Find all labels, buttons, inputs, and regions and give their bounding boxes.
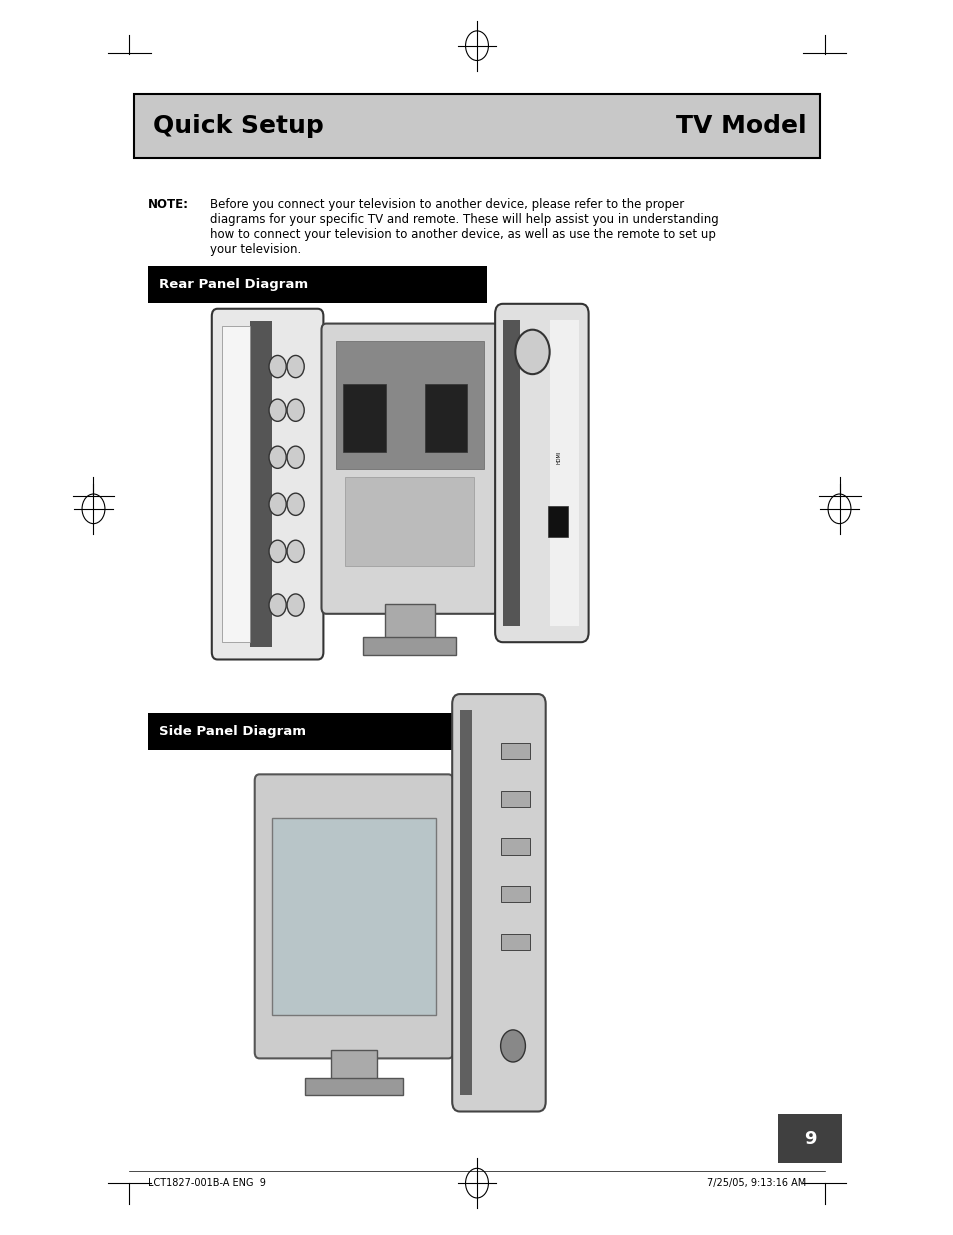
Text: 9: 9	[802, 1130, 816, 1147]
Circle shape	[287, 356, 304, 378]
Text: Quick Setup: Quick Setup	[152, 114, 323, 138]
Circle shape	[287, 399, 304, 421]
Circle shape	[269, 446, 286, 468]
Bar	[549, 320, 578, 626]
Circle shape	[269, 399, 286, 421]
Bar	[500, 790, 530, 806]
Circle shape	[269, 594, 286, 616]
Circle shape	[269, 493, 286, 515]
Bar	[335, 341, 483, 468]
FancyBboxPatch shape	[133, 94, 820, 158]
FancyBboxPatch shape	[495, 304, 588, 642]
Bar	[272, 818, 436, 1015]
Bar	[362, 637, 456, 655]
Bar	[148, 713, 486, 750]
Circle shape	[287, 493, 304, 515]
Text: LCT1827-001B-A ENG  9: LCT1827-001B-A ENG 9	[148, 1178, 266, 1188]
Text: NOTE:: NOTE:	[148, 198, 189, 211]
Bar	[777, 1114, 841, 1163]
Bar	[305, 1078, 402, 1095]
Bar	[250, 321, 272, 647]
Bar	[459, 710, 472, 1095]
Bar	[502, 320, 519, 626]
Text: Rear Panel Diagram: Rear Panel Diagram	[159, 278, 308, 290]
Text: Side Panel Diagram: Side Panel Diagram	[159, 725, 306, 737]
Bar	[384, 604, 435, 638]
Circle shape	[515, 330, 549, 374]
Bar	[500, 934, 530, 950]
FancyBboxPatch shape	[212, 309, 323, 659]
Text: 7/25/05, 9:13:16 AM: 7/25/05, 9:13:16 AM	[706, 1178, 805, 1188]
Circle shape	[500, 1030, 525, 1062]
Circle shape	[269, 356, 286, 378]
Bar	[345, 477, 474, 566]
Text: TV Model: TV Model	[675, 114, 805, 138]
Bar	[343, 384, 386, 452]
Bar	[222, 326, 250, 642]
Text: Before you connect your television to another device, please refer to the proper: Before you connect your television to an…	[210, 198, 718, 256]
Bar	[500, 743, 530, 760]
Circle shape	[287, 594, 304, 616]
Text: HDMI: HDMI	[556, 451, 561, 463]
Circle shape	[269, 540, 286, 562]
Bar	[500, 839, 530, 855]
Circle shape	[287, 446, 304, 468]
Circle shape	[287, 540, 304, 562]
FancyBboxPatch shape	[254, 774, 453, 1058]
Bar	[500, 887, 530, 903]
Bar	[331, 1050, 376, 1079]
Bar	[148, 266, 486, 303]
Bar	[424, 384, 467, 452]
FancyBboxPatch shape	[452, 694, 545, 1112]
Bar	[548, 506, 567, 537]
FancyBboxPatch shape	[321, 324, 497, 614]
